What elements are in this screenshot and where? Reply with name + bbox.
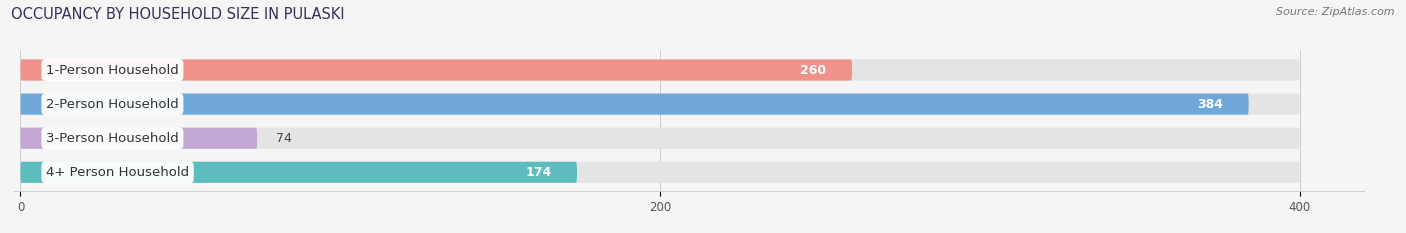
Text: 174: 174 <box>526 166 551 179</box>
Text: Source: ZipAtlas.com: Source: ZipAtlas.com <box>1277 7 1395 17</box>
FancyBboxPatch shape <box>21 162 576 183</box>
Text: 4+ Person Household: 4+ Person Household <box>46 166 190 179</box>
Text: 1-Person Household: 1-Person Household <box>46 64 179 76</box>
Text: 2-Person Household: 2-Person Household <box>46 98 179 111</box>
FancyBboxPatch shape <box>21 59 852 81</box>
FancyBboxPatch shape <box>21 59 1301 81</box>
FancyBboxPatch shape <box>21 93 1301 115</box>
FancyBboxPatch shape <box>21 128 1301 149</box>
Text: 260: 260 <box>800 64 827 76</box>
Text: 74: 74 <box>277 132 292 145</box>
FancyBboxPatch shape <box>21 162 1301 183</box>
Text: 3-Person Household: 3-Person Household <box>46 132 179 145</box>
Text: OCCUPANCY BY HOUSEHOLD SIZE IN PULASKI: OCCUPANCY BY HOUSEHOLD SIZE IN PULASKI <box>11 7 344 22</box>
FancyBboxPatch shape <box>21 93 1249 115</box>
Text: 384: 384 <box>1197 98 1223 111</box>
FancyBboxPatch shape <box>21 128 257 149</box>
